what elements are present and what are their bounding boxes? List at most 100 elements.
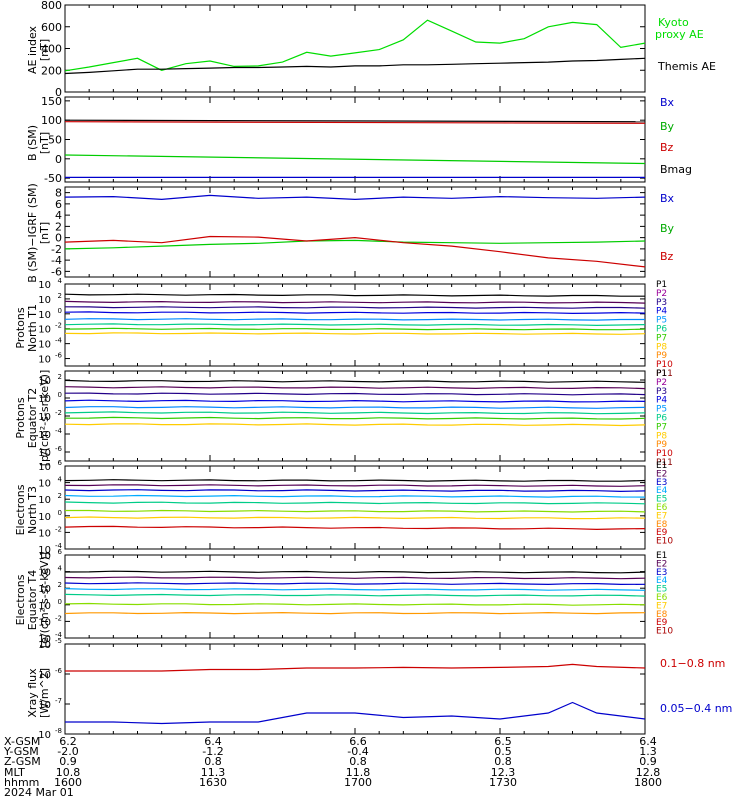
ae-ytick-label: 400 [41,43,62,56]
p1-legend-p11: P11 [656,369,673,379]
e2-legend-e1: E1 [656,551,667,561]
e2-ytick-label: 10 [38,634,51,645]
p1-ytick-label: 10 [38,340,51,351]
e2-series-e2 [64,576,646,580]
xray-ytick-label: 10 [38,700,51,711]
d-ylabel: B (SM)−IGRF (SM) [26,183,39,283]
p2-panel: 10 -6 10 -4 10 -2 10 0 10 2 [38,370,646,462]
xray-ytick-label: 10 [38,670,51,681]
footer-value: 6.6 [349,735,367,748]
b-ytick-label: 100 [41,114,62,127]
footer-value: 10.8 [56,766,81,779]
e1-ytick-exp: 6 [58,459,63,467]
e1-legend-e1: E1 [656,461,667,471]
e1-ytick-exp: -4 [55,542,63,550]
p1-ytick-label: 10 [38,295,51,306]
e2-ytick-label: 10 [38,551,51,562]
p2-ytick-label: 10 [38,394,51,405]
footer-value: 1730 [489,776,517,789]
e2-ytick-label: 10 [38,568,51,579]
e2-legend-e7: E7 [656,601,667,611]
ae-ytick-label: 800 [41,0,62,12]
footer-value: 6.2 [59,735,77,748]
e2-ytick-exp: 0 [58,598,62,606]
e1-ytick-exp: 0 [58,509,62,517]
p1-ytick-label: 10 [38,355,51,366]
d-ylabel-unit: [nT] [38,222,51,244]
b-series-bz [64,121,646,124]
e1-ytick-label: 10 [38,479,51,490]
xray-ytick-label: 10 [38,640,51,651]
p2-ytick-label: 10 [38,430,51,441]
footer-value: 1600 [54,776,82,789]
e2-ytick-label: 10 [38,617,51,628]
p2-ylabel-unit: [p/(cm²-s-sr-keV)] [38,370,51,467]
p1-series-p5 [64,318,645,321]
xray-ytick-exp: -7 [55,697,62,705]
b-ylabel-unit: [nT] [38,132,51,154]
e1-ytick-exp: 2 [58,492,62,500]
p1-legend-p7: P7 [656,333,667,343]
x-legend-short: 0.05−0.4 nm [660,702,732,715]
e1-series-e8 [64,525,646,531]
footer-row-label: 2024 Mar 01 [4,786,74,799]
p1-legend-p1: P1 [656,280,667,290]
footer-value: 0.8 [349,755,367,768]
d-ytick-label: -6 [51,265,62,278]
footer-row-label: X-GSM [4,735,40,748]
p2-ytick-exp: -6 [55,445,63,453]
e2-ytick-exp: -2 [55,614,62,622]
footer-value: 12.3 [491,766,516,779]
footer-row-label: Z-GSM [4,755,41,768]
p2-ytick-exp: 2 [58,373,62,381]
p1-series-p6 [64,323,646,327]
x-ylabel: Xray flux [26,668,39,718]
ae-ylabel: AE index [26,25,39,74]
p1-ytick-label: 10 [38,310,51,321]
e2-ytick-label: 10 [38,601,51,612]
footer-value: 1800 [634,776,662,789]
footer-row-label: MLT [4,766,25,779]
footer-value: -1.2 [202,745,223,758]
e2-series-e6 [64,602,646,606]
b-legend-by: By [660,120,675,133]
e1-legend-e2: E2 [656,469,667,479]
xray-series-0-1-0-8-nm [65,663,646,672]
e1-legend-e9: E9 [656,528,668,538]
ae-ytick-label: 600 [41,21,62,34]
e2-legend-e3: E3 [656,568,667,578]
d-legend-bx: Bx [660,192,675,205]
footer-value: 1630 [199,776,227,789]
e2-ylabel-2: Equator T4 [26,570,39,630]
e2-ytick-label: 10 [38,584,51,595]
p1-series-p4 [64,311,646,315]
b-ytick-label: -50 [44,172,62,185]
e1-panel: 10 -4 10 -2 10 0 10 2 10 4 10 6 [38,459,646,556]
p2-legend-p10: P10 [656,449,673,459]
p1-series-p2 [64,300,646,304]
p2-ylabel: Protons [14,397,27,438]
e2-legend-e9: E9 [656,618,668,628]
x-ylabel-unit: [W/m^2] [38,668,51,718]
e1-ylabel-2: North T3 [26,486,39,534]
footer-value: 1.3 [639,745,657,758]
p1-legend-p4: P4 [656,307,667,317]
p2-legend-p7: P7 [656,422,667,432]
p1-legend-p2: P2 [656,289,667,299]
ae-panel: 0 200 400 600 800 [41,0,646,99]
p1-ylabel-2: North T1 [26,304,39,352]
p2-ytick-label: 10 [38,412,51,423]
p2-legend-p8: P8 [656,431,667,441]
p2-ytick-label: 10 [38,376,51,387]
b-legend-bmag: Bmag [660,163,692,176]
footer-row-label: Y-GSM [3,745,39,758]
p2-series-p5 [64,406,646,409]
e1-ytick-label: 10 [38,495,51,506]
footer-value: -2.0 [57,745,78,758]
p1-ytick-exp: 0 [58,307,62,315]
p2-ytick-exp: 0 [58,391,62,399]
e2-ytick-exp: 4 [58,565,63,573]
p2-series-p3 [64,392,646,396]
